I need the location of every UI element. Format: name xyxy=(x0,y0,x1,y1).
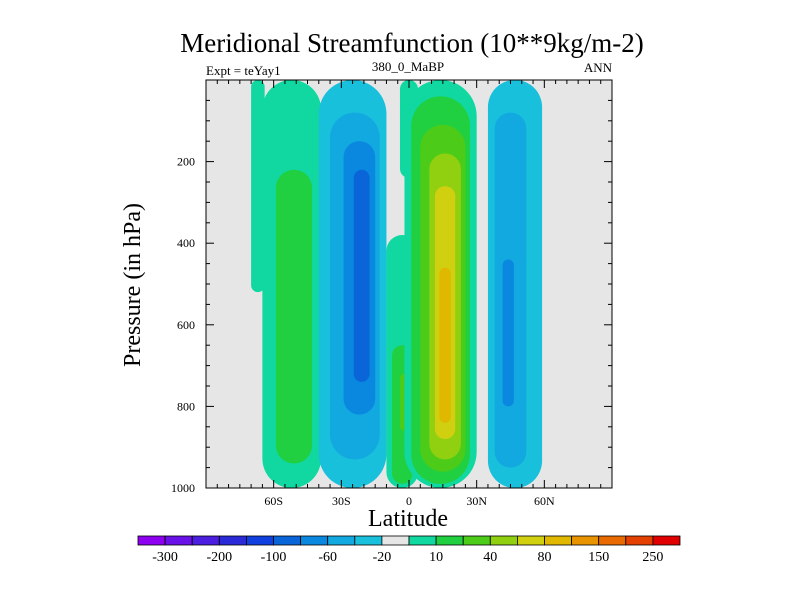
x-tick-label: 0 xyxy=(406,494,412,508)
y-axis: 200 400 600 800 1000 xyxy=(171,79,612,495)
colorbar-label: 150 xyxy=(588,550,609,565)
y-tick-label: 200 xyxy=(177,155,195,169)
period-label: 380_0_MaBP xyxy=(372,59,444,74)
contour-cell-north-hadley-l100 xyxy=(439,267,451,423)
y-axis-label: Pressure (in hPa) xyxy=(120,203,146,367)
colorbar-swatch xyxy=(245,535,274,546)
colorbar-swatch xyxy=(598,535,627,546)
colorbar-label: -60 xyxy=(318,550,337,565)
chart-title: Meridional Streamfunction (10**9kg/m-2) xyxy=(180,28,643,58)
colorbar-label: 40 xyxy=(483,550,497,565)
colorbar-label: 10 xyxy=(429,550,443,565)
plot-area xyxy=(205,79,613,489)
y-tick-label: 800 xyxy=(177,399,195,413)
colorbar-swatch xyxy=(571,535,600,546)
y-tick-label: 1000 xyxy=(171,481,195,495)
colorbar-swatch xyxy=(137,535,166,546)
contour-fill-layer xyxy=(251,80,543,488)
colorbar-swatch xyxy=(489,535,518,546)
experiment-label: Expt = teYay1 xyxy=(206,63,281,78)
x-axis: 60S 30S 0 30N 60N xyxy=(205,80,613,508)
colorbar-swatch xyxy=(300,535,329,546)
colorbar-swatch xyxy=(191,535,220,546)
colorbar-swatch xyxy=(462,535,491,546)
contour-cell-south-hadley-core xyxy=(353,169,370,382)
x-tick-label: 30S xyxy=(332,494,351,508)
x-tick-label: 60N xyxy=(534,494,555,508)
colorbar-swatch xyxy=(544,535,573,546)
season-label: ANN xyxy=(584,60,613,75)
x-axis-label: Latitude xyxy=(368,506,448,532)
colorbar-swatch xyxy=(408,535,437,546)
colorbar-swatch xyxy=(354,535,383,546)
colorbar-swatch xyxy=(327,535,356,546)
colorbar-label: -20 xyxy=(373,550,392,565)
colorbar-swatch xyxy=(164,535,193,546)
colorbar-swatch xyxy=(652,535,681,546)
y-tick-label: 400 xyxy=(177,236,195,250)
colorbar-swatch xyxy=(517,535,545,546)
colorbar-swatch xyxy=(435,535,464,546)
colorbar-swatch xyxy=(273,535,302,546)
colorbar-swatch xyxy=(625,535,654,546)
x-tick-label: 30N xyxy=(466,494,487,508)
colorbar-label: 250 xyxy=(642,550,663,565)
colorbar-swatch xyxy=(381,535,410,546)
contour-cell-north-ferrel-inner xyxy=(502,259,514,407)
colorbar-label: -100 xyxy=(261,550,287,565)
contour-cell-south-ferrel-core xyxy=(275,169,313,464)
colorbar-label: -300 xyxy=(152,550,178,565)
x-tick-label: 60S xyxy=(264,494,283,508)
contour-cell-far-south-outer xyxy=(251,80,265,293)
y-tick-label: 600 xyxy=(177,318,195,332)
colorbar: -300 -200 -100 -60 -20 10 40 80 150 250 xyxy=(137,535,681,565)
colorbar-label: -200 xyxy=(206,550,232,565)
colorbar-label: 80 xyxy=(538,550,552,565)
colorbar-swatch xyxy=(218,535,247,546)
